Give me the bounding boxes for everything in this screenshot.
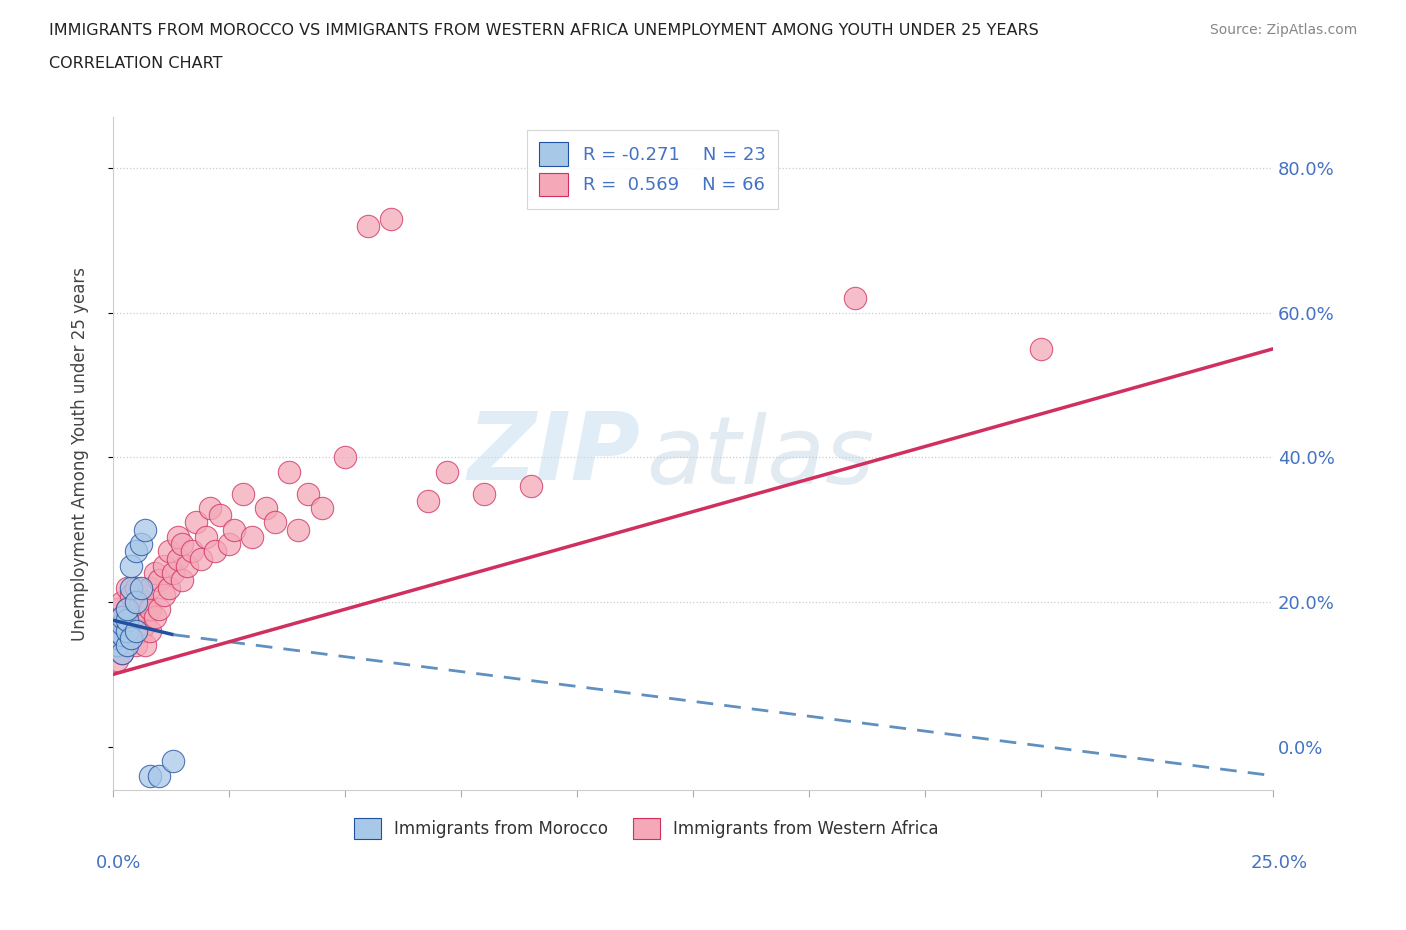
Y-axis label: Unemployment Among Youth under 25 years: Unemployment Among Youth under 25 years (72, 267, 89, 641)
Point (134, 594, 156, 609)
Point (333, 450, 356, 465)
Point (190, 551, 212, 566)
Point (111, 627, 134, 642)
Point (115, 580, 138, 595)
Point (120, 580, 142, 595)
Point (115, 617, 138, 631)
Point (111, 609, 134, 624)
Point (180, 544, 202, 559)
Point (172, 537, 194, 551)
Point (107, 631, 129, 645)
Point (186, 515, 208, 530)
Point (287, 523, 309, 538)
Point (153, 588, 176, 603)
Point (125, 580, 148, 595)
Point (519, 479, 541, 494)
Point (107, 638, 129, 653)
Point (166, 529, 188, 544)
Point (125, 638, 148, 653)
Point (436, 464, 458, 479)
Point (134, 523, 156, 538)
Point (111, 624, 134, 639)
Text: 25.0%: 25.0% (1250, 855, 1308, 872)
Point (148, 602, 170, 617)
Point (125, 617, 148, 631)
Point (143, 609, 166, 624)
Point (107, 617, 129, 631)
Point (176, 558, 198, 573)
Point (111, 594, 134, 609)
Point (380, 211, 402, 226)
Point (139, 602, 162, 617)
Point (125, 624, 148, 639)
Point (357, 219, 380, 233)
Point (172, 573, 194, 588)
Point (129, 580, 152, 595)
Point (111, 617, 134, 631)
Point (157, 580, 180, 595)
Point (194, 529, 217, 544)
Point (162, 754, 184, 769)
Point (232, 486, 254, 501)
Point (134, 617, 156, 631)
Point (120, 631, 142, 645)
Point (162, 565, 184, 580)
Point (115, 638, 138, 653)
Point (115, 638, 138, 653)
Point (129, 594, 152, 609)
Point (115, 602, 138, 617)
Text: atlas: atlas (647, 412, 875, 502)
Point (120, 609, 142, 624)
Point (143, 565, 166, 580)
Point (129, 537, 152, 551)
Text: Source: ZipAtlas.com: Source: ZipAtlas.com (1209, 23, 1357, 37)
Text: 0.0%: 0.0% (96, 855, 141, 872)
Point (120, 631, 142, 645)
Point (844, 291, 866, 306)
Point (254, 500, 277, 515)
Point (278, 464, 301, 479)
Point (111, 645, 134, 660)
Point (218, 537, 240, 551)
Point (139, 768, 162, 783)
Point (134, 638, 156, 653)
Point (153, 558, 176, 573)
Point (129, 624, 152, 639)
Point (297, 486, 319, 501)
Point (139, 580, 162, 595)
Point (107, 631, 129, 645)
Point (107, 602, 129, 617)
Point (148, 768, 170, 783)
Text: IMMIGRANTS FROM MOROCCO VS IMMIGRANTS FROM WESTERN AFRICA UNEMPLOYMENT AMONG YOU: IMMIGRANTS FROM MOROCCO VS IMMIGRANTS FR… (49, 23, 1039, 38)
Point (204, 544, 226, 559)
Point (115, 602, 138, 617)
Point (120, 588, 142, 603)
Text: ZIP: ZIP (468, 407, 641, 499)
Point (222, 523, 245, 538)
Point (115, 613, 138, 628)
Point (311, 500, 333, 515)
Legend: Immigrants from Morocco, Immigrants from Western Africa: Immigrants from Morocco, Immigrants from… (347, 811, 945, 845)
Point (107, 653, 129, 668)
Point (166, 551, 188, 566)
Point (120, 558, 142, 573)
Point (418, 493, 440, 508)
Point (111, 645, 134, 660)
Point (107, 624, 129, 639)
Point (125, 544, 148, 559)
Point (125, 594, 148, 609)
Point (200, 500, 222, 515)
Point (115, 624, 138, 639)
Point (472, 486, 495, 501)
Point (264, 515, 287, 530)
Point (111, 609, 134, 624)
Point (157, 544, 180, 559)
Point (1029, 341, 1052, 356)
Point (139, 624, 162, 639)
Point (148, 573, 170, 588)
Point (208, 508, 231, 523)
Text: CORRELATION CHART: CORRELATION CHART (49, 56, 222, 71)
Point (240, 529, 263, 544)
